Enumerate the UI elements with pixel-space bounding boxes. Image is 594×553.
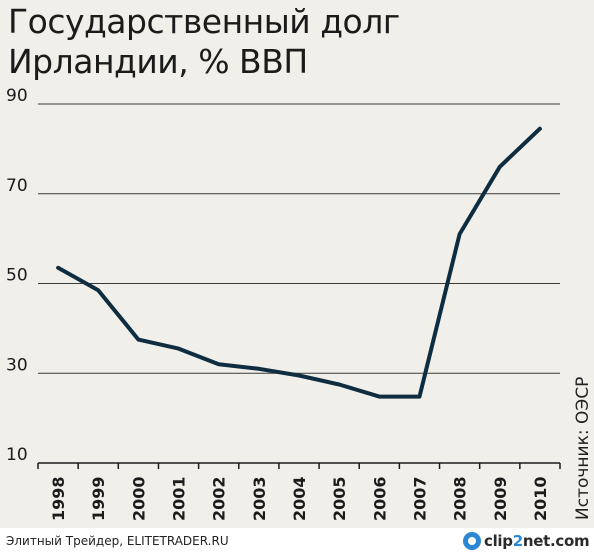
x-tick-label: 2000 — [129, 476, 148, 521]
y-tick-label: 90 — [6, 86, 28, 106]
footer-credit: Элитный Трейдер, ELITETRADER.RU — [6, 534, 229, 548]
logo-text-right: net.com — [522, 531, 590, 550]
chart-title-line-1: Государственный долг — [8, 2, 400, 41]
line-chart: 90 70 50 30 10 1998 1999 2000 2001 2002 2003 2004 2… — [6, 86, 593, 521]
x-tick-label: 1999 — [89, 476, 108, 521]
clip2net-logo-text: clip2net.com — [484, 531, 590, 550]
logo-text-num: 2 — [512, 531, 523, 550]
chart-title: Государственный долг Ирландии, % ВВП — [8, 2, 400, 82]
x-tick-label: 2010 — [531, 476, 550, 521]
clip2net-logo-icon — [463, 531, 481, 550]
y-tick-label: 50 — [6, 266, 28, 286]
logo-text-left: clip — [484, 531, 513, 550]
x-tick-label: 2003 — [250, 476, 269, 521]
x-tick-label: 2007 — [410, 476, 429, 521]
footer-bar: Элитный Трейдер, ELITETRADER.RU clip2net… — [0, 528, 594, 553]
y-tick-label: 10 — [6, 445, 28, 465]
clip2net-logo: clip2net.com — [463, 530, 590, 551]
x-tick-label: 1998 — [49, 476, 68, 521]
x-tick-label: 2004 — [290, 476, 309, 521]
x-tick-label: 2001 — [170, 476, 189, 521]
x-tick-label: 2009 — [491, 476, 510, 521]
x-tick-label: 2005 — [330, 476, 349, 521]
x-tick-label: 2002 — [210, 476, 229, 521]
x-tick-label: 2006 — [370, 476, 389, 521]
series-line — [56, 126, 542, 399]
y-tick-label: 30 — [6, 355, 28, 375]
source-label: Источник: ОЭСР — [573, 377, 593, 520]
x-tick-label: 2008 — [451, 476, 470, 521]
y-tick-label: 70 — [6, 176, 28, 196]
chart-title-line-2: Ирландии, % ВВП — [8, 42, 308, 81]
